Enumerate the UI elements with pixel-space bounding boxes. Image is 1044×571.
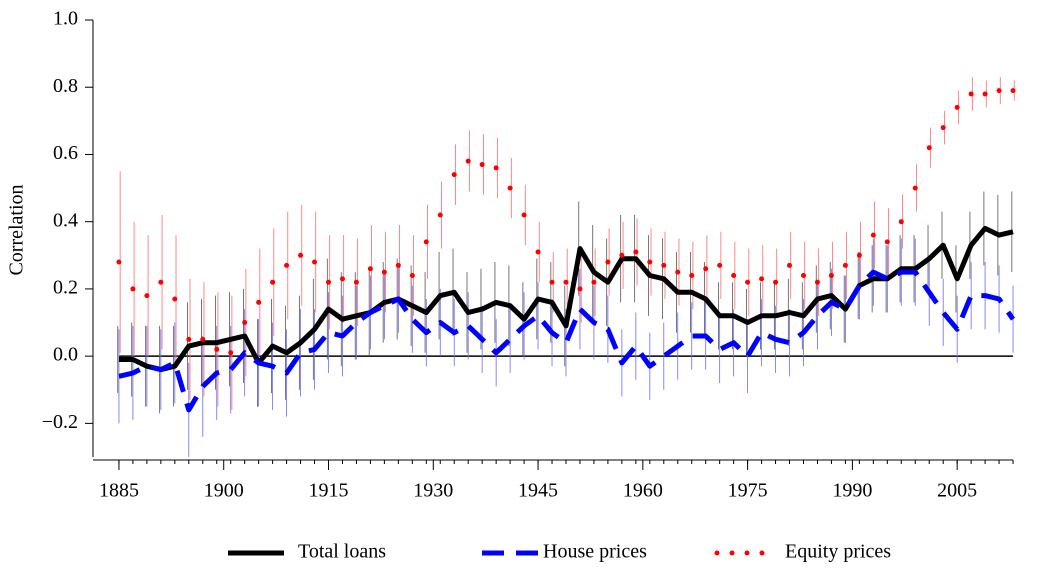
- data-point: [745, 279, 751, 285]
- legend-swatch: [744, 550, 750, 556]
- data-point: [591, 279, 597, 285]
- data-point: [465, 158, 471, 164]
- data-point: [926, 145, 932, 151]
- legend-label: Equity prices: [785, 541, 891, 563]
- y-tick-label: 1.0: [53, 8, 78, 30]
- legend-label: Total loans: [298, 541, 386, 563]
- data-point: [996, 88, 1002, 94]
- data-point: [312, 259, 318, 265]
- data-point: [647, 259, 653, 265]
- data-point: [521, 212, 527, 218]
- x-tick-label: 1975: [728, 480, 768, 502]
- x-tick-label: 1885: [99, 480, 139, 502]
- data-point: [186, 336, 192, 342]
- y-tick-label: 0.4: [53, 209, 78, 231]
- x-tick-label: 1930: [413, 480, 453, 502]
- x-tick-label: 1945: [518, 480, 558, 502]
- data-point: [339, 276, 345, 282]
- data-point: [353, 279, 359, 285]
- x-tick-label: 1990: [832, 480, 872, 502]
- data-point: [507, 185, 513, 191]
- data-point: [800, 272, 806, 278]
- data-point: [270, 279, 276, 285]
- data-point: [689, 272, 695, 278]
- legend-swatch: [729, 550, 735, 556]
- data-point: [479, 162, 485, 168]
- data-point: [940, 125, 946, 131]
- data-point: [200, 336, 206, 342]
- legend-swatch: [714, 550, 720, 556]
- data-point: [228, 350, 234, 356]
- data-point: [787, 262, 793, 268]
- data-point: [619, 252, 625, 258]
- y-tick-label: −0.2: [42, 411, 78, 433]
- legend-swatch: [759, 550, 765, 556]
- data-point: [563, 279, 569, 285]
- data-point: [298, 252, 304, 258]
- x-tick-label: 2005: [937, 480, 977, 502]
- y-tick-label: 0.6: [53, 142, 78, 164]
- y-tick-label: 0.8: [53, 75, 78, 97]
- data-point: [703, 266, 709, 272]
- data-point: [144, 293, 150, 299]
- x-tick-label: 1960: [623, 480, 663, 502]
- data-point: [968, 91, 974, 97]
- data-point: [130, 286, 136, 292]
- data-point: [577, 286, 583, 292]
- data-point: [1010, 88, 1016, 94]
- data-point: [256, 299, 262, 305]
- series-line: [118, 225, 1014, 373]
- data-point: [409, 272, 415, 278]
- data-point: [423, 239, 429, 245]
- data-point: [437, 212, 443, 218]
- x-tick-label: 1900: [204, 480, 244, 502]
- data-point: [158, 279, 164, 285]
- data-point: [717, 262, 723, 268]
- data-point: [367, 266, 373, 272]
- data-point: [605, 259, 611, 265]
- data-point: [381, 269, 387, 275]
- data-point: [814, 279, 820, 285]
- data-point: [493, 165, 499, 171]
- data-point: [884, 239, 890, 245]
- data-point: [284, 262, 290, 268]
- data-point: [661, 262, 667, 268]
- y-tick-label: 0.2: [53, 277, 78, 299]
- data-point: [535, 249, 541, 255]
- data-point: [633, 249, 639, 255]
- data-point: [242, 320, 248, 326]
- data-point: [116, 259, 122, 265]
- data-point: [172, 296, 178, 302]
- data-point: [675, 269, 681, 275]
- data-point: [759, 276, 765, 282]
- data-point: [982, 91, 988, 97]
- data-point: [912, 185, 918, 191]
- legend-label: House prices: [543, 541, 647, 563]
- data-point: [214, 346, 220, 352]
- data-point: [828, 272, 834, 278]
- data-point: [549, 279, 555, 285]
- data-point: [856, 252, 862, 258]
- data-point: [451, 172, 457, 178]
- series-line: [118, 269, 1016, 413]
- data-point: [731, 272, 737, 278]
- data-point: [898, 219, 904, 225]
- data-point: [773, 279, 779, 285]
- data-point: [954, 104, 960, 110]
- x-tick-label: 1915: [308, 480, 348, 502]
- data-point: [870, 232, 876, 238]
- y-tick-label: 0.0: [53, 344, 78, 366]
- data-point: [395, 262, 401, 268]
- data-point: [842, 262, 848, 268]
- y-axis-label: Correlation: [6, 184, 28, 275]
- data-point: [325, 279, 331, 285]
